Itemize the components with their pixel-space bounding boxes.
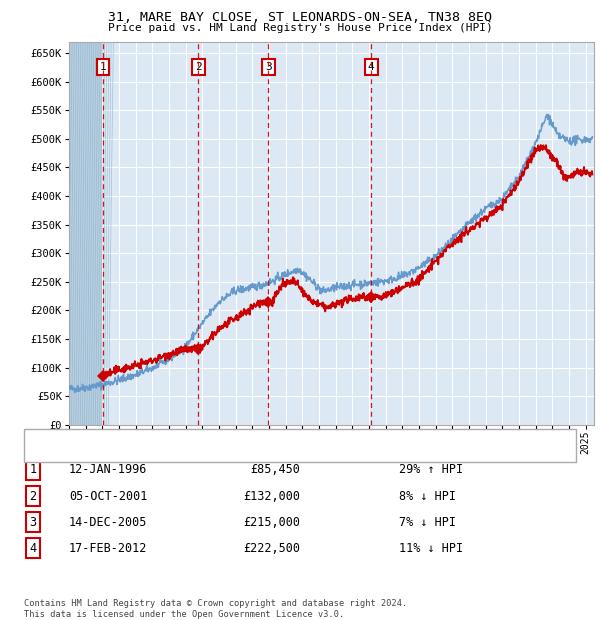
Text: £132,000: £132,000 [243, 490, 300, 502]
31, MARE BAY CLOSE, ST LEONARDS-ON-SEA, TN38 8EQ (detached house) [292, 279, 299, 286]
Text: 2: 2 [29, 490, 37, 502]
HPI: Average price, detached house, Hastings: (2e+03, 8.59e+04): Average price, detached house, Hastings:… [135, 372, 142, 379]
Text: 05-OCT-2001: 05-OCT-2001 [69, 490, 148, 502]
Text: Contains HM Land Registry data © Crown copyright and database right 2024.
This d: Contains HM Land Registry data © Crown c… [24, 600, 407, 619]
Text: Price paid vs. HM Land Registry's House Price Index (HPI): Price paid vs. HM Land Registry's House … [107, 23, 493, 33]
Text: 4: 4 [29, 542, 37, 554]
HPI: Average price, detached house, Hastings: (1.99e+03, 6.47e+04): Average price, detached house, Hastings:… [65, 384, 73, 391]
Text: ─────: ───── [48, 431, 86, 443]
HPI: Average price, detached house, Hastings: (2.01e+03, 2.47e+05): Average price, detached house, Hastings:… [341, 280, 348, 287]
Text: ─────: ───── [48, 448, 86, 460]
Text: 3: 3 [265, 62, 272, 73]
Text: 4: 4 [368, 62, 374, 73]
Text: 3: 3 [29, 516, 37, 528]
Text: 7% ↓ HPI: 7% ↓ HPI [399, 516, 456, 528]
HPI: Average price, detached house, Hastings: (2.01e+03, 2.73e+05): Average price, detached house, Hastings:… [293, 265, 300, 273]
31, MARE BAY CLOSE, ST LEONARDS-ON-SEA, TN38 8EQ (detached house) [135, 363, 142, 370]
31, MARE BAY CLOSE, ST LEONARDS-ON-SEA, TN38 8EQ (detached house) [351, 297, 358, 304]
Text: 14-DEC-2005: 14-DEC-2005 [69, 516, 148, 528]
Text: 2: 2 [195, 62, 202, 73]
Line: 31, MARE BAY CLOSE, ST LEONARDS-ON-SEA, TN38 8EQ (detached house): 31, MARE BAY CLOSE, ST LEONARDS-ON-SEA, … [102, 145, 592, 378]
Text: 1: 1 [29, 464, 37, 476]
Bar [69, 42, 101, 425]
31, MARE BAY CLOSE, ST LEONARDS-ON-SEA, TN38 8EQ (detached house) [154, 355, 161, 363]
Text: 8% ↓ HPI: 8% ↓ HPI [399, 490, 456, 502]
HPI: Average price, detached house, Hastings: (1.99e+03, 5.63e+04): Average price, detached house, Hastings:… [71, 389, 78, 396]
Text: 11% ↓ HPI: 11% ↓ HPI [399, 542, 463, 554]
31, MARE BAY CLOSE, ST LEONARDS-ON-SEA, TN38 8EQ (detached house) [340, 294, 347, 302]
Text: £222,500: £222,500 [243, 542, 300, 554]
Text: 29% ↑ HPI: 29% ↑ HPI [399, 464, 463, 476]
HPI: Average price, detached house, Hastings: (2.01e+03, 2.45e+05): Average price, detached house, Hastings:… [352, 281, 359, 288]
Text: 1: 1 [100, 62, 106, 73]
HPI: Average price, detached house, Hastings: (2e+03, 1.08e+05): Average price, detached house, Hastings:… [154, 360, 161, 367]
Line: HPI: Average price, detached house, Hastings: HPI: Average price, detached house, Hast… [69, 115, 592, 392]
HPI: Average price, detached house, Hastings: (2e+03, 2.4e+05): Average price, detached house, Hastings:… [242, 283, 250, 291]
Text: 17-FEB-2012: 17-FEB-2012 [69, 542, 148, 554]
Text: £215,000: £215,000 [243, 516, 300, 528]
Text: £85,450: £85,450 [250, 464, 300, 476]
HPI: Average price, detached house, Hastings: (2.02e+03, 5.43e+05): Average price, detached house, Hastings:… [544, 111, 551, 118]
Text: 31, MARE BAY CLOSE, ST LEONARDS-ON-SEA, TN38 8EQ (detached house): 31, MARE BAY CLOSE, ST LEONARDS-ON-SEA, … [99, 432, 489, 442]
HPI: Average price, detached house, Hastings: (2.03e+03, 5.04e+05): Average price, detached house, Hastings:… [589, 133, 596, 140]
Text: 31, MARE BAY CLOSE, ST LEONARDS-ON-SEA, TN38 8EQ: 31, MARE BAY CLOSE, ST LEONARDS-ON-SEA, … [108, 11, 492, 24]
Text: 12-JAN-1996: 12-JAN-1996 [69, 464, 148, 476]
31, MARE BAY CLOSE, ST LEONARDS-ON-SEA, TN38 8EQ (detached house) [242, 311, 249, 318]
31, MARE BAY CLOSE, ST LEONARDS-ON-SEA, TN38 8EQ (detached house) [589, 170, 596, 178]
Text: HPI: Average price, detached house, Hastings: HPI: Average price, detached house, Hast… [99, 449, 363, 459]
